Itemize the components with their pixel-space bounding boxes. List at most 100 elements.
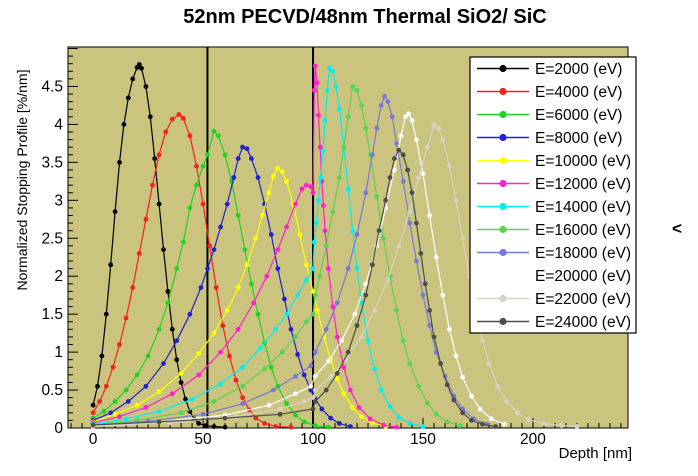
data-point-marker bbox=[134, 372, 140, 378]
data-point-marker bbox=[359, 300, 364, 306]
data-point-marker bbox=[279, 349, 285, 355]
data-point-marker bbox=[312, 374, 318, 379]
data-point-marker bbox=[400, 178, 406, 184]
data-point-marker bbox=[333, 84, 339, 89]
data-point-marker bbox=[293, 391, 298, 397]
data-point-marker bbox=[117, 160, 122, 165]
data-point-marker bbox=[396, 243, 402, 249]
data-point-marker bbox=[321, 203, 326, 209]
y-axis-title: Normalized Stopping Profile [%/nm] bbox=[14, 69, 30, 291]
data-point-marker bbox=[233, 377, 239, 383]
data-point-marker bbox=[200, 201, 206, 207]
data-point-marker bbox=[130, 76, 136, 82]
legend-marker bbox=[499, 179, 507, 188]
x-tick-label: 0 bbox=[89, 431, 98, 448]
data-point-marker bbox=[235, 326, 241, 332]
data-point-marker bbox=[304, 277, 309, 283]
data-point-marker bbox=[242, 247, 248, 253]
data-point-marker bbox=[326, 424, 331, 430]
data-point-marker bbox=[304, 262, 309, 268]
plot-title: 52nm PECVD/48nm Thermal SiO2/ SiC bbox=[183, 6, 547, 28]
data-point-marker bbox=[312, 292, 318, 298]
data-point-marker bbox=[330, 68, 336, 74]
y-tick-label: 1.5 bbox=[41, 306, 63, 323]
data-point-marker bbox=[255, 311, 261, 317]
data-point-marker bbox=[218, 224, 224, 230]
data-point-marker bbox=[370, 420, 375, 426]
data-point-marker bbox=[372, 308, 377, 313]
data-point-marker bbox=[169, 326, 175, 332]
data-point-marker bbox=[143, 405, 149, 410]
data-point-marker bbox=[381, 235, 386, 241]
series-e-8000-ev- bbox=[90, 144, 353, 429]
y-tick-label: 2 bbox=[54, 268, 63, 285]
data-point-marker bbox=[310, 190, 316, 196]
data-point-marker bbox=[156, 408, 162, 414]
x-tick-label: 50 bbox=[194, 431, 212, 448]
data-point-marker bbox=[400, 152, 406, 158]
data-point-marker bbox=[354, 266, 360, 271]
y-tick-label: 0.5 bbox=[41, 382, 63, 399]
data-point-marker bbox=[341, 391, 347, 397]
data-point-marker bbox=[374, 125, 380, 131]
legend-label: E=10000 (eV) bbox=[535, 153, 631, 170]
data-point-marker bbox=[90, 402, 96, 408]
data-point-marker bbox=[235, 213, 241, 218]
data-point-marker bbox=[207, 243, 213, 249]
data-point-marker bbox=[316, 112, 321, 118]
data-point-marker bbox=[178, 410, 184, 416]
legend: E=2000 (eV) E=4000 (eV) E=6000 (eV) E=8000 … bbox=[469, 56, 637, 334]
data-point-marker bbox=[403, 114, 408, 120]
data-point-marker bbox=[370, 152, 375, 158]
data-point-marker bbox=[416, 383, 421, 389]
data-point-marker bbox=[323, 243, 329, 249]
data-point-marker bbox=[354, 232, 360, 237]
legend-marker bbox=[499, 317, 507, 326]
data-point-marker bbox=[284, 224, 289, 230]
data-point-marker bbox=[345, 186, 351, 192]
data-point-marker bbox=[326, 358, 331, 364]
data-point-marker bbox=[196, 372, 202, 378]
legend-label: E=2000 (eV) bbox=[535, 61, 622, 78]
data-point-marker bbox=[205, 152, 210, 158]
data-point-marker bbox=[308, 184, 314, 190]
data-point-marker bbox=[273, 326, 278, 332]
data-point-marker bbox=[317, 273, 322, 279]
legend-marker bbox=[499, 202, 507, 211]
data-point-marker bbox=[460, 374, 465, 380]
data-point-marker bbox=[299, 186, 305, 192]
data-point-marker bbox=[407, 220, 413, 226]
data-point-marker bbox=[407, 421, 413, 426]
legend-entry: E=22000 (eV) bbox=[477, 291, 631, 308]
data-point-marker bbox=[123, 416, 129, 422]
data-point-marker bbox=[156, 201, 162, 207]
data-point-marker bbox=[218, 349, 224, 355]
data-point-marker bbox=[363, 292, 369, 298]
legend-entry: E=24000 (eV) bbox=[477, 314, 631, 331]
data-point-marker bbox=[156, 326, 162, 332]
data-point-marker bbox=[277, 406, 283, 412]
data-point-marker bbox=[389, 114, 395, 120]
data-point-marker bbox=[328, 415, 333, 421]
data-point-marker bbox=[328, 374, 333, 379]
data-point-marker bbox=[311, 87, 317, 93]
data-point-marker bbox=[359, 103, 364, 108]
data-point-marker bbox=[121, 122, 127, 127]
data-point-marker bbox=[400, 338, 406, 344]
data-point-marker bbox=[345, 114, 351, 120]
data-point-marker bbox=[324, 87, 330, 93]
data-point-marker bbox=[117, 414, 122, 419]
data-point-marker bbox=[394, 424, 399, 430]
data-point-marker bbox=[169, 116, 175, 122]
y-tick-label: 3 bbox=[54, 192, 63, 209]
data-point-marker bbox=[301, 419, 307, 425]
y-tick-label: 3.5 bbox=[41, 154, 63, 171]
data-point-marker bbox=[147, 114, 153, 120]
data-point-marker bbox=[90, 410, 96, 416]
data-point-marker bbox=[163, 129, 169, 135]
legend-entry: E=20000 (eV) bbox=[477, 268, 631, 285]
data-point-marker bbox=[312, 423, 318, 429]
data-point-marker bbox=[359, 334, 364, 340]
y-tick-label: 0 bbox=[54, 420, 63, 437]
data-point-marker bbox=[194, 182, 199, 188]
